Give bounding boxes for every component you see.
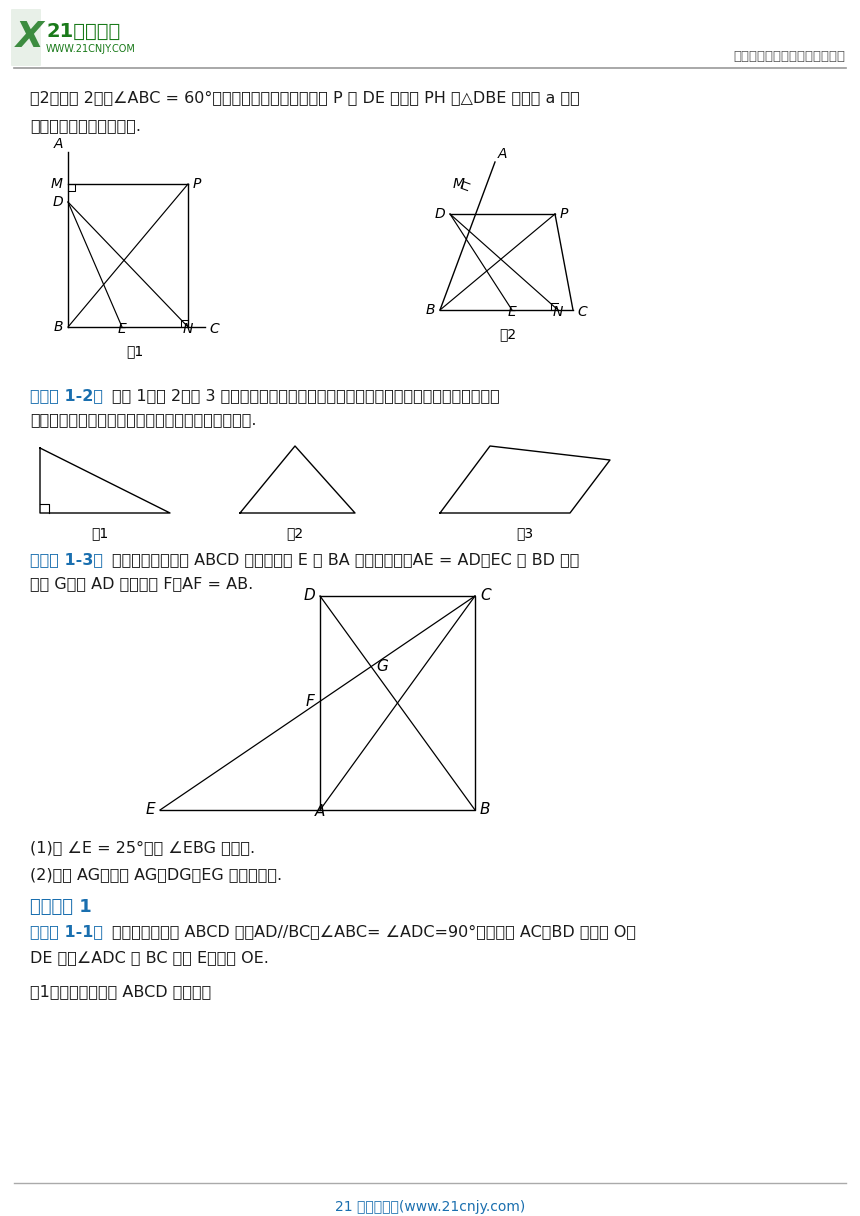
Text: A: A bbox=[53, 137, 63, 151]
Text: 中小学教育资源及组卷应用平台: 中小学教育资源及组卷应用平台 bbox=[733, 50, 845, 63]
Text: F: F bbox=[305, 694, 314, 709]
Text: 图3: 图3 bbox=[517, 527, 533, 540]
Text: 将图 1、图 2、图 3 中的直角三角形、锐角三角形、四边形纸片分别裁剪成若干块，并: 将图 1、图 2、图 3 中的直角三角形、锐角三角形、四边形纸片分别裁剪成若干块… bbox=[112, 388, 500, 402]
Text: WWW.21CNJY.COM: WWW.21CNJY.COM bbox=[46, 44, 136, 54]
Text: 图2: 图2 bbox=[500, 327, 517, 340]
Text: (2)连接 AG，探究 AG，DG，EG 的数量关系.: (2)连接 AG，探究 AG，DG，EG 的数量关系. bbox=[30, 867, 282, 882]
Text: 图1: 图1 bbox=[91, 527, 108, 540]
Text: D: D bbox=[304, 589, 315, 603]
Text: B: B bbox=[426, 303, 435, 317]
Text: N: N bbox=[183, 322, 194, 336]
Text: 如图，在四边形 ABCD 中，AD//BC，∠ABC= ∠ADC=90°，对角线 AC，BD 交于点 O，: 如图，在四边形 ABCD 中，AD//BC，∠ABC= ∠ADC=90°，对角线… bbox=[112, 924, 636, 939]
Text: X: X bbox=[16, 19, 44, 54]
Text: M: M bbox=[453, 178, 465, 191]
Text: 21世纪教育: 21世纪教育 bbox=[46, 22, 120, 41]
Text: 21 世纪教育网(www.21cnjy.com): 21 世纪教育网(www.21cnjy.com) bbox=[335, 1200, 525, 1214]
Text: P: P bbox=[560, 207, 568, 221]
Text: E: E bbox=[145, 803, 155, 817]
Text: A: A bbox=[315, 804, 325, 820]
Text: 【典例 1-2】: 【典例 1-2】 bbox=[30, 388, 103, 402]
Text: 【典例 1-3】: 【典例 1-3】 bbox=[30, 552, 103, 567]
Text: G: G bbox=[376, 659, 388, 674]
Text: E: E bbox=[118, 322, 126, 336]
Text: 图2: 图2 bbox=[286, 527, 304, 540]
Text: 针对训练 1: 针对训练 1 bbox=[30, 897, 92, 916]
Text: N: N bbox=[553, 305, 563, 319]
FancyBboxPatch shape bbox=[11, 9, 41, 66]
Text: 量关系，并简要说明理由.: 量关系，并简要说明理由. bbox=[30, 118, 141, 133]
Text: A: A bbox=[498, 147, 507, 161]
Text: （2）如图 2，当∠ABC = 60°时，其它条件不变，判断点 P 到 DE 的距离 PH 与△DBE 的周长 a 的数: （2）如图 2，当∠ABC = 60°时，其它条件不变，判断点 P 到 DE 的… bbox=[30, 90, 580, 105]
Text: M: M bbox=[51, 178, 63, 191]
Text: (1)若 ∠E = 25°，求 ∠EBG 的度数.: (1)若 ∠E = 25°，求 ∠EBG 的度数. bbox=[30, 840, 255, 855]
Text: D: D bbox=[434, 207, 445, 221]
Text: 【变式 1-1】: 【变式 1-1】 bbox=[30, 924, 103, 939]
Text: 如图，已知四边形 ABCD 是矩形，点 E 在 BA 的延长线上，AE = AD，EC 与 BD 相交: 如图，已知四边形 ABCD 是矩形，点 E 在 BA 的延长线上，AE = AD… bbox=[112, 552, 580, 567]
Text: P: P bbox=[193, 178, 201, 191]
Text: DE 平分∠ADC 交 BC 于点 E，连接 OE.: DE 平分∠ADC 交 BC 于点 E，连接 OE. bbox=[30, 950, 269, 966]
Text: C: C bbox=[209, 322, 218, 336]
Text: 图1: 图1 bbox=[126, 344, 144, 358]
Text: B: B bbox=[53, 320, 63, 334]
Text: 分别拼成一个矩形，请画出裁剪线并画出拼接示意图.: 分别拼成一个矩形，请画出裁剪线并画出拼接示意图. bbox=[30, 412, 256, 427]
Text: （1）求证：四边形 ABCD 是矩形；: （1）求证：四边形 ABCD 是矩形； bbox=[30, 984, 212, 1000]
Text: E: E bbox=[507, 305, 516, 319]
Text: C: C bbox=[480, 589, 490, 603]
Text: C: C bbox=[577, 305, 587, 319]
Text: B: B bbox=[480, 803, 490, 817]
Text: D: D bbox=[52, 195, 63, 209]
Text: 于点 G，与 AD 相交于点 F，AF = AB.: 于点 G，与 AD 相交于点 F，AF = AB. bbox=[30, 576, 253, 591]
